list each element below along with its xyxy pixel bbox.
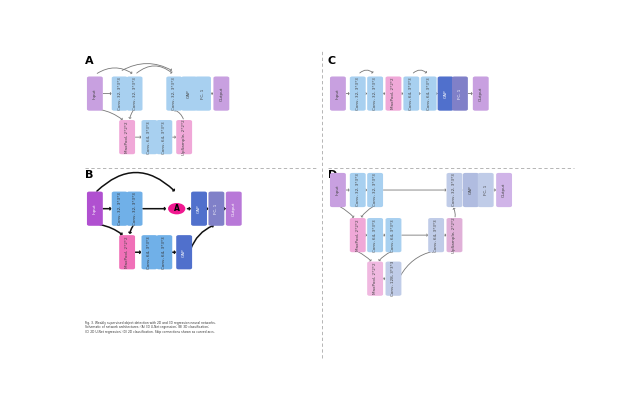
- FancyBboxPatch shape: [367, 76, 383, 111]
- FancyBboxPatch shape: [385, 261, 401, 296]
- Text: Input: Input: [336, 88, 340, 99]
- Text: MaxPool, 2*2*2: MaxPool, 2*2*2: [125, 121, 129, 153]
- Text: Conv, 32, 3*3*3: Conv, 32, 3*3*3: [356, 174, 360, 206]
- Text: UpSample, 2*2*2: UpSample, 2*2*2: [452, 217, 456, 253]
- FancyBboxPatch shape: [119, 235, 135, 269]
- Text: FC, 1: FC, 1: [484, 185, 488, 195]
- FancyBboxPatch shape: [428, 218, 444, 252]
- FancyBboxPatch shape: [195, 76, 211, 111]
- FancyBboxPatch shape: [496, 173, 512, 207]
- Text: D: D: [328, 170, 337, 180]
- Text: Conv, 32, 3*3*3: Conv, 32, 3*3*3: [373, 77, 377, 110]
- Text: C: C: [328, 56, 336, 66]
- FancyBboxPatch shape: [463, 173, 479, 207]
- Text: MaxPool, 2*2*2: MaxPool, 2*2*2: [373, 263, 377, 295]
- Text: Input: Input: [336, 185, 340, 195]
- FancyBboxPatch shape: [350, 218, 365, 252]
- Text: Conv, 128, 3*3*3: Conv, 128, 3*3*3: [392, 261, 396, 297]
- Text: Conv, 32, 3*3*3: Conv, 32, 3*3*3: [356, 77, 360, 110]
- FancyBboxPatch shape: [350, 76, 365, 111]
- Text: A: A: [85, 56, 93, 66]
- FancyBboxPatch shape: [156, 120, 172, 154]
- FancyBboxPatch shape: [213, 76, 229, 111]
- FancyBboxPatch shape: [367, 218, 383, 252]
- FancyBboxPatch shape: [209, 191, 225, 226]
- Text: Conv, 32, 3*3*3: Conv, 32, 3*3*3: [452, 174, 456, 206]
- Text: Conv, 64, 3*3*3: Conv, 64, 3*3*3: [147, 121, 152, 154]
- Text: Conv, 32, 3*3*3: Conv, 32, 3*3*3: [373, 174, 377, 206]
- Text: Fig. 3. Weakly supervised object detection with 2D and 3D regression neural netw: Fig. 3. Weakly supervised object detecti…: [85, 321, 216, 334]
- FancyBboxPatch shape: [87, 191, 103, 226]
- Text: GAP: GAP: [444, 89, 447, 98]
- Circle shape: [169, 204, 185, 214]
- FancyBboxPatch shape: [141, 235, 157, 269]
- Text: Conv, 64, 3*3*3: Conv, 64, 3*3*3: [147, 236, 152, 269]
- Text: FC, 1: FC, 1: [214, 204, 218, 214]
- FancyBboxPatch shape: [452, 76, 468, 111]
- Text: MaxPool, 2*2*2: MaxPool, 2*2*2: [392, 78, 396, 109]
- FancyBboxPatch shape: [447, 173, 463, 207]
- Text: MaxPool, 2*2*2: MaxPool, 2*2*2: [356, 219, 360, 251]
- FancyBboxPatch shape: [478, 173, 493, 207]
- FancyBboxPatch shape: [403, 76, 419, 111]
- FancyBboxPatch shape: [385, 218, 401, 252]
- Text: Output: Output: [479, 86, 483, 101]
- Text: Conv, 64, 3*3*3: Conv, 64, 3*3*3: [392, 219, 396, 252]
- FancyBboxPatch shape: [166, 76, 182, 111]
- Text: GAP: GAP: [197, 204, 201, 213]
- FancyBboxPatch shape: [156, 235, 172, 269]
- FancyBboxPatch shape: [87, 76, 103, 111]
- Text: GAP: GAP: [187, 89, 191, 98]
- Text: Conv, 32, 3*3*3: Conv, 32, 3*3*3: [132, 77, 136, 110]
- FancyBboxPatch shape: [191, 191, 207, 226]
- FancyBboxPatch shape: [141, 120, 157, 154]
- Text: Input: Input: [93, 203, 97, 214]
- FancyBboxPatch shape: [119, 120, 135, 154]
- Text: Conv, 64, 3*3*3: Conv, 64, 3*3*3: [163, 236, 166, 269]
- Text: GAP: GAP: [469, 186, 473, 194]
- Text: Conv, 32, 3*3*3: Conv, 32, 3*3*3: [132, 192, 136, 225]
- FancyBboxPatch shape: [112, 191, 127, 226]
- FancyBboxPatch shape: [367, 173, 383, 207]
- FancyBboxPatch shape: [127, 76, 143, 111]
- Text: GAP: GAP: [182, 248, 186, 257]
- Text: Output: Output: [502, 183, 506, 197]
- Text: Conv, 32, 3*3*3: Conv, 32, 3*3*3: [118, 192, 122, 225]
- FancyBboxPatch shape: [176, 120, 192, 154]
- FancyBboxPatch shape: [181, 76, 197, 111]
- Text: Conv, 32, 3*3*3: Conv, 32, 3*3*3: [118, 77, 122, 110]
- Text: FC, 1: FC, 1: [458, 88, 462, 99]
- FancyBboxPatch shape: [330, 76, 346, 111]
- Text: Output: Output: [232, 202, 236, 216]
- Text: UpSample, 2*2*2: UpSample, 2*2*2: [182, 119, 186, 155]
- Text: MaxPool, 2*2*2: MaxPool, 2*2*2: [125, 236, 129, 268]
- Text: Conv, 64, 3*3*3: Conv, 64, 3*3*3: [434, 219, 438, 252]
- FancyBboxPatch shape: [127, 191, 143, 226]
- Text: Conv, 64, 3*3*3: Conv, 64, 3*3*3: [373, 219, 377, 252]
- FancyBboxPatch shape: [350, 173, 365, 207]
- FancyBboxPatch shape: [367, 261, 383, 296]
- Text: Conv, 32, 3*3*3: Conv, 32, 3*3*3: [172, 77, 176, 110]
- FancyBboxPatch shape: [112, 76, 127, 111]
- Text: Conv, 64, 3*3*3: Conv, 64, 3*3*3: [427, 77, 431, 110]
- FancyBboxPatch shape: [226, 191, 242, 226]
- Text: A: A: [174, 204, 180, 213]
- FancyBboxPatch shape: [176, 235, 192, 269]
- FancyBboxPatch shape: [438, 76, 454, 111]
- FancyBboxPatch shape: [447, 218, 463, 252]
- Text: Output: Output: [220, 86, 223, 101]
- FancyBboxPatch shape: [385, 76, 401, 111]
- Text: B: B: [85, 170, 93, 180]
- Text: Conv, 64, 3*3*3: Conv, 64, 3*3*3: [410, 77, 413, 110]
- FancyBboxPatch shape: [420, 76, 436, 111]
- Text: Conv, 64, 3*3*3: Conv, 64, 3*3*3: [163, 121, 166, 154]
- Text: Input: Input: [93, 88, 97, 99]
- FancyBboxPatch shape: [473, 76, 489, 111]
- FancyBboxPatch shape: [330, 173, 346, 207]
- Text: FC, 1: FC, 1: [201, 88, 205, 99]
